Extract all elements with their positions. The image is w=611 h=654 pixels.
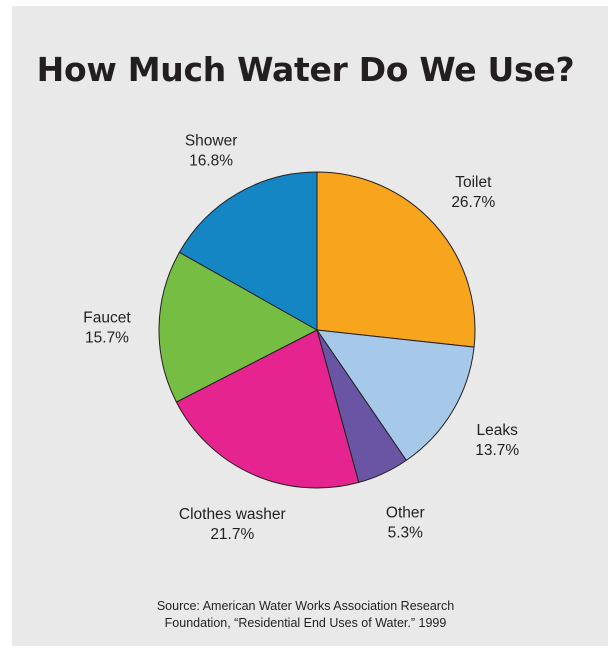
pie-slice-faucet bbox=[158, 251, 319, 403]
source-line-2: Foundation, “Residential End Uses of Wat… bbox=[164, 616, 447, 630]
pie-slice-shower bbox=[178, 171, 318, 331]
pie-slice-leaks bbox=[315, 329, 475, 462]
slice-value-toilet: 26.7% bbox=[451, 194, 495, 211]
source-note: Source: American Water Works Association… bbox=[0, 598, 611, 632]
slice-label-toilet: Toilet bbox=[455, 174, 492, 191]
source-line-1: Source: American Water Works Association… bbox=[156, 599, 455, 613]
slice-label-leaks: Leaks bbox=[477, 422, 519, 439]
pie-slice-toilet bbox=[316, 171, 476, 348]
slice-label-other: Other bbox=[386, 505, 425, 522]
chart-title: How Much Water Do We Use? bbox=[36, 50, 575, 89]
slice-value-faucet: 15.7% bbox=[85, 330, 129, 347]
slice-label-clothes-washer: Clothes washer bbox=[179, 506, 286, 523]
slice-value-shower: 16.8% bbox=[189, 153, 233, 170]
slice-value-clothes-washer: 21.7% bbox=[210, 526, 254, 543]
slice-value-other: 5.3% bbox=[388, 525, 424, 542]
slice-label-faucet: Faucet bbox=[83, 310, 131, 327]
slice-value-leaks: 13.7% bbox=[475, 442, 519, 459]
pie-slice-clothes-washer bbox=[175, 329, 360, 489]
slice-label-shower: Shower bbox=[185, 133, 238, 150]
